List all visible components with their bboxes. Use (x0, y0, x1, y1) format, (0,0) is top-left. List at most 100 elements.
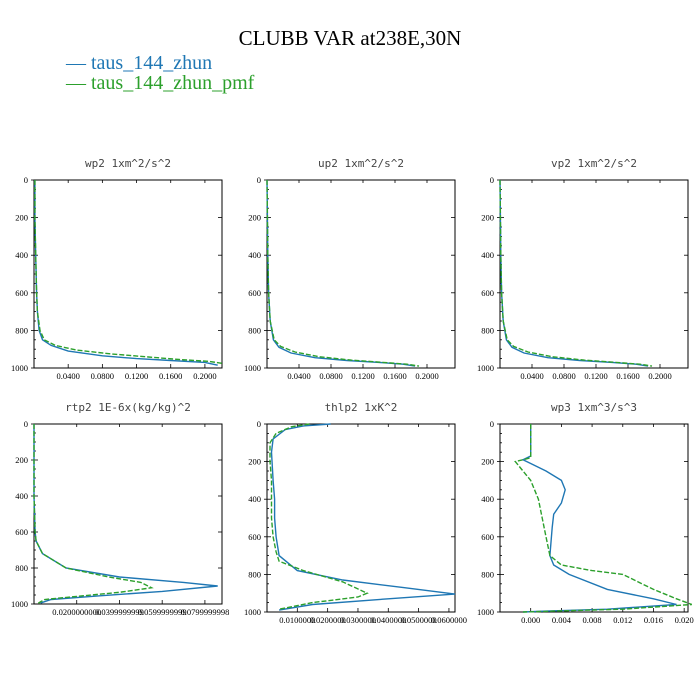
legend-label: taus_144_zhun (91, 52, 213, 74)
plot-frame (266, 179, 456, 369)
y-tick-label: 800 (15, 563, 28, 573)
series-line-1 (270, 423, 456, 611)
chart-panel-3: vp2 1xm^2/s^2 0 200 400 600 800 1000 0.0400 0.08… (477, 157, 689, 381)
y-tick-label: 800 (481, 569, 494, 579)
x-tick-label: 0.0400000 (370, 615, 406, 625)
panel-title: rtp2 1E-6x(kg/kg)^2 (65, 401, 191, 414)
x-tick-label: 0.0599999999 (138, 607, 187, 617)
plot-frame (33, 423, 223, 605)
y-tick-label: 200 (248, 457, 261, 467)
series-line-2 (269, 423, 369, 610)
series-line-1 (33, 424, 218, 604)
x-tick-label: 0.020 (675, 615, 694, 625)
y-tick-label: 400 (15, 491, 28, 501)
y-tick-label: 800 (248, 569, 261, 579)
legend-item-series-1: — taus_144_zhun (66, 52, 212, 75)
x-tick-label: 0.2000 (648, 371, 671, 381)
y-tick-label: 600 (248, 532, 261, 542)
plot-frame (33, 179, 223, 369)
x-tick-label: 0.012 (613, 615, 632, 625)
x-tick-label: 0.0400 (56, 371, 79, 381)
y-tick-label: 200 (481, 457, 494, 467)
legend-label: taus_144_zhun_pmf (91, 72, 255, 94)
series-line-1 (499, 179, 649, 367)
y-tick-label: 1000 (11, 599, 28, 609)
y-tick-label: 1000 (244, 607, 261, 617)
y-tick-label: 600 (248, 288, 261, 298)
y-tick-label: 600 (15, 527, 28, 537)
y-tick-label: 400 (248, 494, 261, 504)
x-tick-label: 0.0400 (520, 371, 543, 381)
y-tick-label: 0 (24, 175, 28, 185)
y-tick-label: 200 (248, 213, 261, 223)
legend-item-series-2: — taus_144_zhun_pmf (66, 72, 254, 95)
x-tick-label: 0.004 (552, 615, 572, 625)
y-tick-label: 600 (15, 288, 28, 298)
x-tick-label: 0.0200000000 (52, 607, 101, 617)
x-tick-label: 0.0800 (552, 371, 575, 381)
x-tick-label: 0.016 (644, 615, 663, 625)
panel-title: vp2 1xm^2/s^2 (551, 157, 637, 170)
x-tick-label: 0.0100000 (279, 615, 315, 625)
chart-panel-4: rtp2 1E-6x(kg/kg)^2 0 200 400 600 800 1000 0.02… (11, 401, 229, 617)
y-tick-label: 400 (481, 250, 494, 260)
x-tick-label: 0.0800 (91, 371, 114, 381)
x-tick-label: 0.0300000 (340, 615, 376, 625)
x-tick-label: 0.1600 (159, 371, 182, 381)
y-tick-label: 400 (481, 494, 494, 504)
y-tick-label: 600 (481, 532, 494, 542)
x-tick-label: 0.0399999999 (95, 607, 144, 617)
series-line-2 (499, 179, 653, 367)
x-tick-label: 0.1200 (351, 371, 374, 381)
y-tick-label: 0 (24, 419, 28, 429)
y-tick-label: 400 (248, 250, 261, 260)
y-tick-label: 0 (490, 419, 494, 429)
y-tick-label: 800 (481, 325, 494, 335)
x-tick-label: 0.0800 (319, 371, 342, 381)
series-line-2 (514, 424, 693, 613)
y-tick-label: 800 (15, 325, 28, 335)
chart-panel-6: wp3 1xm^3/s^3 0 200 400 600 800 1000 0.000 0.004… (477, 401, 694, 625)
x-tick-label: 0.1200 (125, 371, 148, 381)
y-tick-label: 1000 (244, 363, 261, 373)
chart-panel-2: up2 1xm^2/s^2 0 200 400 600 800 1000 0.0400 0.08… (244, 157, 456, 381)
y-tick-label: 0 (257, 175, 261, 185)
plot-frame (266, 423, 456, 613)
series-line-2 (33, 424, 154, 604)
y-tick-label: 200 (15, 455, 28, 465)
series-line-2 (34, 180, 223, 364)
chart-panel-1: wp2 1xm^2/s^2 0 200 400 600 800 1000 0.0400 0.08… (11, 157, 223, 381)
x-tick-label: 0.0200000 (310, 615, 346, 625)
legend-dash-icon: — (66, 72, 86, 94)
x-tick-label: 0.1600 (383, 371, 406, 381)
y-tick-label: 0 (490, 175, 494, 185)
y-tick-label: 400 (15, 250, 28, 260)
y-tick-label: 800 (248, 325, 261, 335)
x-tick-label: 0.1600 (616, 371, 639, 381)
chart-panel-5: thlp2 1xK^2020040060080010000.01000000.0… (244, 401, 467, 625)
y-tick-label: 1000 (11, 363, 28, 373)
panel-title: wp3 1xm^3/s^3 (551, 401, 637, 414)
y-tick-label: 600 (481, 288, 494, 298)
panel-title: up2 1xm^2/s^2 (318, 157, 404, 170)
legend-dash-icon: — (66, 52, 86, 74)
plot-frame (499, 179, 689, 369)
x-tick-label: 0.0500000 (401, 615, 437, 625)
x-tick-label: 0.008 (583, 615, 602, 625)
y-tick-label: 200 (15, 213, 28, 223)
x-tick-label: 0.2000 (193, 371, 216, 381)
x-tick-label: 0.0400 (287, 371, 310, 381)
x-tick-label: 0.2000 (415, 371, 438, 381)
page-title: CLUBB VAR at238E,30N (238, 26, 462, 50)
y-tick-label: 1000 (477, 607, 494, 617)
x-tick-label: 0.0600000 (431, 615, 467, 625)
x-tick-label: 0.000 (521, 615, 540, 625)
y-tick-label: 1000 (477, 363, 494, 373)
y-tick-label: 200 (481, 213, 494, 223)
x-tick-label: 0.0799999998 (180, 607, 229, 617)
series-line-1 (266, 179, 416, 367)
panel-title: wp2 1xm^2/s^2 (85, 157, 171, 170)
series-line-2 (266, 179, 420, 367)
series-line-1 (34, 180, 218, 366)
